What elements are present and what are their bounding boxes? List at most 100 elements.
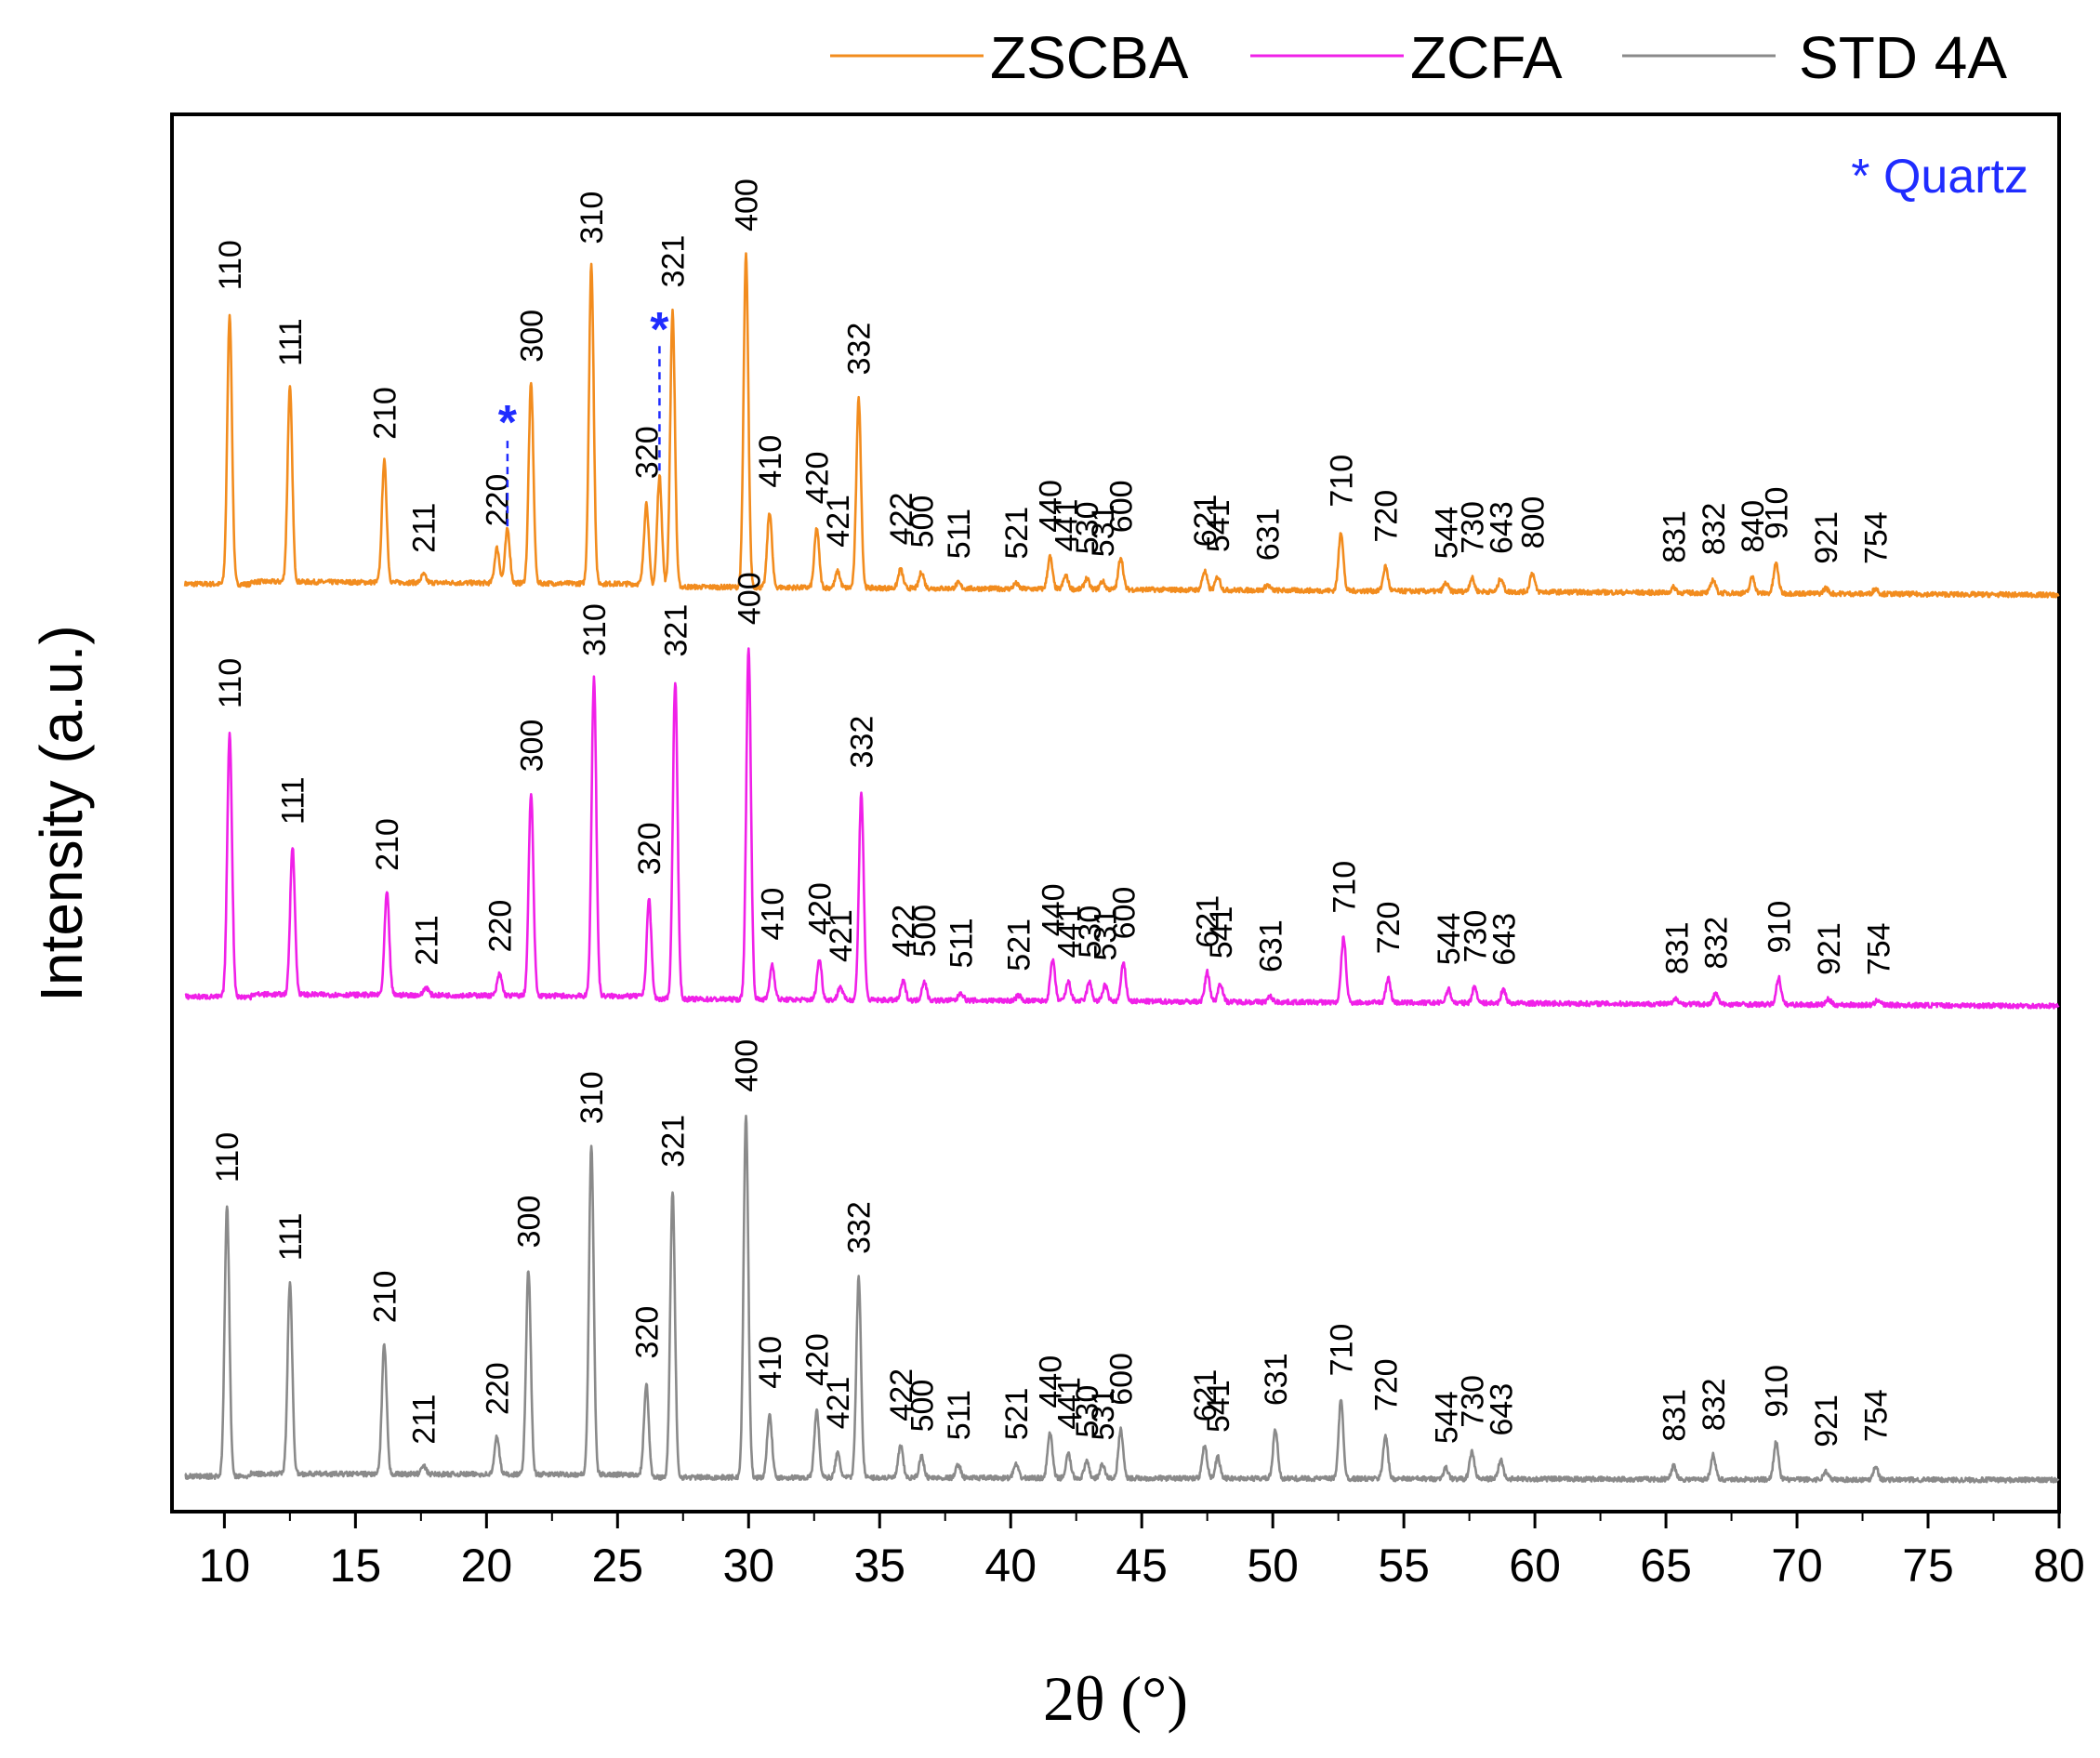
peak-label: 840 xyxy=(1736,500,1771,553)
series-layer xyxy=(183,252,2060,1484)
peak-label: 730 xyxy=(1455,501,1490,554)
peak-label: 631 xyxy=(1259,1353,1294,1406)
peak-label: 320 xyxy=(629,1306,665,1359)
peak-label: 541 xyxy=(1204,906,1239,959)
legend-item-zscba: ZSCBA xyxy=(830,24,1189,91)
peak-label: 530 xyxy=(1070,501,1105,554)
peak-label: 921 xyxy=(1812,922,1847,975)
peak-label: 921 xyxy=(1809,511,1844,564)
peak-label: 422 xyxy=(884,1368,919,1421)
peak-label: 521 xyxy=(999,507,1035,560)
peak-label: 500 xyxy=(907,905,943,958)
peak-label: 441 xyxy=(1049,498,1084,551)
peak-label: 832 xyxy=(1697,503,1732,556)
peak-label: 111 xyxy=(273,318,309,366)
peak-label: 730 xyxy=(1455,1375,1490,1428)
peak-label: 211 xyxy=(407,503,442,553)
peak-label: 643 xyxy=(1486,913,1522,966)
peak-label: 541 xyxy=(1201,1380,1236,1433)
peak-label: 320 xyxy=(632,822,667,875)
peak-label: 321 xyxy=(656,235,692,288)
peak-label: 210 xyxy=(370,818,405,871)
peak-label: 500 xyxy=(905,1380,940,1433)
peak-label: 220 xyxy=(482,900,518,953)
peak-label: 421 xyxy=(821,1377,856,1430)
peak-label: 400 xyxy=(732,572,767,625)
x-tick-label: 65 xyxy=(1640,1540,1692,1592)
peak-label: 210 xyxy=(367,387,403,440)
peak-label: 544 xyxy=(1429,507,1464,560)
peak-label: 600 xyxy=(1104,480,1140,533)
peak-label: 410 xyxy=(756,888,791,941)
plot-frame xyxy=(170,112,2061,1513)
peak-label: 710 xyxy=(1327,861,1362,914)
peak-label: 440 xyxy=(1034,480,1069,533)
peak-label: 300 xyxy=(511,1196,547,1249)
peak-label: 511 xyxy=(944,918,980,968)
x-tick-label: 60 xyxy=(1509,1540,1561,1592)
peak-label: 544 xyxy=(1432,913,1467,966)
x-axis: 10 15 20 25 30 35 40 45 50 55 60 65 70 75 80 xyxy=(199,1512,2085,1592)
x-tick-label: 75 xyxy=(1902,1540,1954,1592)
peak-label: 420 xyxy=(802,882,838,935)
x-tick-label: 20 xyxy=(461,1540,513,1592)
x-tick-label: 45 xyxy=(1116,1540,1168,1592)
peak-label: 730 xyxy=(1458,910,1493,963)
peak-label: 310 xyxy=(577,603,613,656)
x-tick-label: 50 xyxy=(1247,1540,1299,1592)
quartz-marker-star: * xyxy=(498,396,518,450)
peak-label: 321 xyxy=(656,1115,692,1168)
peak-label: 754 xyxy=(1862,922,1897,975)
legend: ZSCBA ZCFA STD 4A xyxy=(830,24,2007,91)
peak-label: 831 xyxy=(1659,921,1695,974)
peak-label: 544 xyxy=(1429,1391,1464,1444)
peak-label: 832 xyxy=(1697,1378,1732,1431)
peak-label: 541 xyxy=(1201,499,1236,552)
peak-label: 440 xyxy=(1034,1355,1069,1408)
peak-label: 631 xyxy=(1253,919,1288,972)
peak-label: 422 xyxy=(887,905,922,958)
peak-label: 332 xyxy=(842,1201,878,1254)
peak-label: 530 xyxy=(1070,1385,1105,1438)
x-tick-label: 35 xyxy=(853,1540,905,1592)
peak-label: 720 xyxy=(1368,1358,1404,1411)
peak-label: 110 xyxy=(213,240,248,290)
legend-item-zcfa: ZCFA xyxy=(1250,24,1563,91)
series-line-zscba xyxy=(183,252,2060,599)
peak-label: 111 xyxy=(276,776,311,825)
x-tick-label: 80 xyxy=(2033,1540,2085,1592)
peak-label: 832 xyxy=(1699,917,1735,970)
peak-label: 530 xyxy=(1073,905,1108,958)
peak-label: 921 xyxy=(1809,1395,1844,1447)
peak-label: 621 xyxy=(1191,895,1226,948)
peak-label: 441 xyxy=(1051,905,1087,958)
peak-label: 631 xyxy=(1251,508,1287,561)
peak-label: 300 xyxy=(514,310,549,363)
series-line-std4a xyxy=(184,1115,2060,1484)
peak-label: 910 xyxy=(1760,487,1795,540)
peak-label: 400 xyxy=(730,178,765,231)
legend-label-zscba: ZSCBA xyxy=(990,24,1189,91)
x-tick-label: 40 xyxy=(984,1540,1037,1592)
peak-label: 511 xyxy=(942,509,977,559)
peak-label: 621 xyxy=(1188,1369,1223,1422)
peak-label: 600 xyxy=(1104,1353,1140,1406)
peak-label: 910 xyxy=(1762,901,1797,954)
peak-label: 332 xyxy=(842,323,878,376)
peak-label: 643 xyxy=(1485,501,1520,554)
peak-label: 710 xyxy=(1325,455,1360,508)
quartz-note: * Quartz xyxy=(1851,150,2028,204)
peak-label: 321 xyxy=(658,604,693,657)
peak-label: 643 xyxy=(1485,1383,1520,1436)
peak-label: 422 xyxy=(884,493,919,546)
peak-label: 910 xyxy=(1760,1365,1795,1418)
peak-label: 220 xyxy=(481,1362,516,1415)
x-tick-label: 55 xyxy=(1378,1540,1430,1592)
peak-label: 332 xyxy=(845,716,880,769)
peak-label: 420 xyxy=(800,1333,836,1386)
peak-label: 110 xyxy=(213,658,248,708)
x-axis-title: 2θ (°) xyxy=(1043,1663,1188,1734)
